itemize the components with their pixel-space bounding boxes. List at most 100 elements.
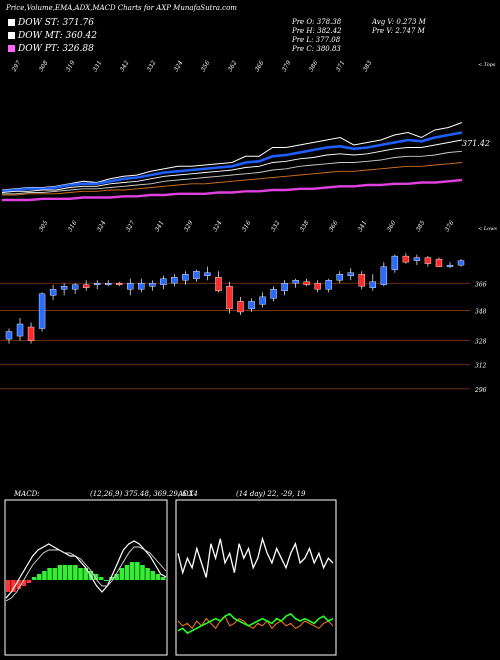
price-top-label: 385: [415, 219, 427, 233]
price-top-label: 366: [328, 219, 340, 233]
price-top-label: 316: [67, 219, 79, 233]
legend-swatch-mt: [8, 32, 15, 39]
candle-body: [204, 272, 211, 276]
macd-histogram-bar: [83, 568, 88, 580]
adx-line-3: [177, 612, 334, 635]
adx-label: ADX: [178, 490, 194, 498]
legend-swatch-st: [8, 19, 15, 26]
candle-body: [127, 283, 134, 290]
candle-body: [259, 296, 266, 305]
ema-top-label: 362: [227, 59, 239, 73]
legend-swatch-pt: [8, 45, 15, 52]
chart-title: Price,Volume,EMA,ADX,MACD Charts for AXP…: [6, 4, 237, 12]
ema-line-4: [2, 150, 463, 195]
macd-histogram-bar: [140, 565, 145, 580]
macd-histogram-bar: [16, 580, 21, 589]
price-top-label: 341: [357, 220, 369, 233]
price-top-label: 338: [299, 219, 311, 233]
price-top-label: 327: [125, 219, 137, 233]
candle-body: [49, 289, 57, 296]
candle-body: [248, 301, 255, 310]
candle-body: [149, 283, 156, 287]
candle-body: [380, 266, 388, 285]
macd-histogram-bar: [31, 577, 37, 580]
stat-avg-volume: Avg V: 0.273 M: [372, 18, 426, 26]
macd-histogram-bar: [119, 568, 125, 580]
candle-body: [369, 281, 377, 288]
candle-body: [193, 270, 200, 279]
ema-line-6: [2, 178, 463, 202]
macd-histogram-bar: [6, 580, 11, 592]
adx-frame: [175, 499, 337, 656]
candle-body: [424, 257, 432, 264]
macd-histogram-bar: [114, 574, 119, 580]
adx-line-1: [177, 536, 334, 578]
candle-body: [314, 283, 321, 290]
price-top-label: 360: [386, 219, 398, 233]
candle-body: [270, 289, 277, 299]
candle-body: [160, 278, 167, 285]
candle-body: [457, 260, 465, 266]
ema-top-label: 383: [362, 59, 374, 73]
adx-line-2: [177, 615, 334, 630]
price-top-label: 324: [96, 219, 108, 233]
macd-histogram-bar: [57, 565, 63, 580]
candle-body: [38, 293, 46, 329]
adx-params: (14 day) 22, -29, 19: [236, 490, 306, 498]
candle-body: [303, 281, 310, 285]
macd-histogram-bar: [145, 568, 150, 580]
macd-histogram-bar: [104, 580, 109, 581]
candle-body: [60, 286, 68, 290]
candle-body: [402, 255, 410, 263]
macd-signal-line: [5, 546, 167, 602]
macd-histogram-bar: [160, 577, 166, 580]
candle-body: [391, 255, 399, 270]
ema-top-label: 379: [281, 59, 293, 73]
macd-histogram-bar: [135, 562, 140, 580]
ema-last-label: 371.42: [462, 139, 490, 148]
stat-pre-open: Pre O: 378.38: [292, 18, 342, 26]
legend-dow-st: DOW ST: 371.76: [8, 18, 94, 28]
candle-body: [16, 323, 24, 337]
candle-body: [27, 326, 35, 341]
ema-top-label: 308: [38, 59, 50, 73]
macd-label: MACD:: [14, 490, 40, 498]
candle-body: [325, 280, 332, 290]
price-top-label: 332: [270, 219, 282, 233]
macd-histogram-bar: [36, 574, 42, 580]
macd-histogram-bar: [47, 568, 52, 580]
ema-top-label: 332: [146, 59, 158, 73]
ema-top-label: 366: [254, 59, 266, 73]
macd-histogram-bar: [155, 574, 161, 580]
ema-line-1: [1, 122, 463, 191]
candle-body: [105, 283, 112, 285]
legend-label-mt: DOW MT: 360.42: [18, 31, 97, 41]
ema-top-label: 356: [200, 59, 212, 73]
candle-body: [226, 286, 233, 310]
stat-pre-high: Pre H: 382.42: [292, 27, 342, 35]
candle-body: [138, 283, 145, 290]
legend-dow-pt: DOW PT: 326.88: [8, 44, 94, 54]
candle-body: [435, 258, 443, 267]
macd-histogram-bar: [124, 565, 130, 580]
price-top-label: 324: [212, 219, 224, 233]
price-top-label: 341: [154, 220, 166, 233]
macd-histogram-bar: [73, 565, 78, 580]
macd-line: [5, 540, 167, 599]
price-tick-label: 296: [474, 387, 487, 394]
ema-top-label: 386: [308, 59, 320, 73]
macd-histogram-bar: [52, 568, 58, 580]
macd-histogram-bar: [93, 574, 99, 580]
candle-body: [93, 283, 101, 285]
price-top-label: 316: [241, 219, 253, 233]
candle-body: [292, 280, 299, 284]
price-tick-label: 366: [475, 281, 487, 288]
macd-histogram-bar: [26, 580, 32, 583]
macd-histogram-bar: [129, 562, 135, 580]
candle-body: [358, 274, 365, 287]
candle-body: [446, 264, 454, 267]
candle-body: [5, 331, 13, 340]
price-top-label: 305: [38, 219, 50, 233]
